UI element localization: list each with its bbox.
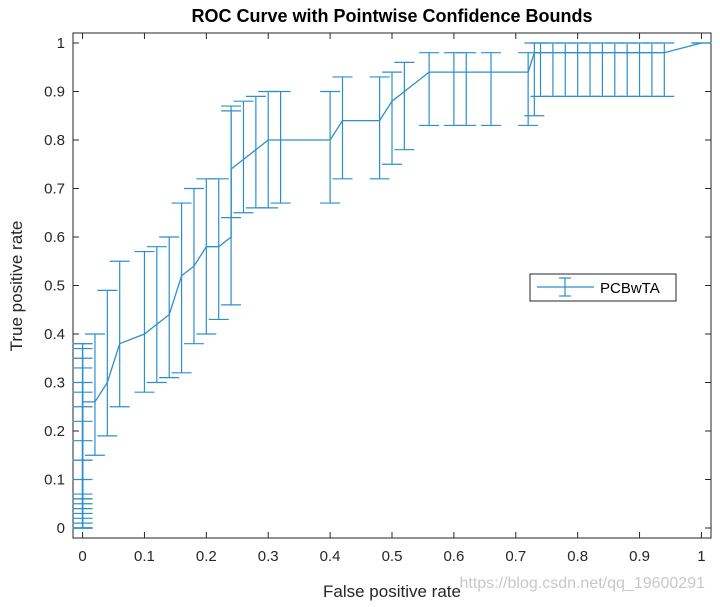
y-tick-label: 1	[57, 35, 65, 52]
y-tick-label: 0.3	[44, 375, 65, 392]
error-bar	[183, 187, 204, 345]
x-tick-label: 0.9	[629, 548, 650, 565]
x-tick-label: 0.2	[196, 548, 217, 565]
error-bar	[208, 178, 229, 321]
error-bar	[171, 202, 192, 374]
error-bar	[369, 76, 390, 180]
y-tick-label: 0.2	[44, 423, 65, 440]
error-bar	[72, 343, 93, 461]
x-tick-label: 0.3	[258, 548, 279, 565]
error-bar	[134, 250, 155, 393]
error-bar	[382, 71, 402, 165]
y-tick-label: 0	[57, 520, 65, 537]
error-bar	[654, 42, 675, 97]
error-bar	[270, 90, 291, 204]
error-bar	[146, 246, 167, 384]
legend: PCBwTA	[529, 273, 677, 302]
series-pcbwta	[72, 42, 712, 529]
x-axis-label: False positive rate	[323, 582, 461, 601]
legend-label-pcbwta: PCBwTA	[600, 280, 660, 297]
y-tick-label: 0.5	[44, 278, 65, 295]
error-bar	[159, 236, 180, 379]
y-tick-label: 0.1	[44, 472, 65, 489]
error-bar	[97, 289, 118, 437]
x-tick-label: 0.5	[382, 548, 403, 565]
y-tick-label: 0.4	[44, 326, 65, 343]
x-tick-label: 1	[697, 548, 705, 565]
error-bar	[109, 260, 130, 408]
error-bar	[320, 90, 341, 204]
legend-errorbar-symbol	[537, 277, 594, 297]
y-tick-label: 0.8	[44, 132, 65, 149]
y-axis-label: True positive rate	[7, 221, 26, 352]
y-tick-label: 0.6	[44, 229, 65, 246]
error-bar	[394, 61, 415, 151]
error-bar	[332, 76, 353, 180]
x-tick-label: 0.6	[443, 548, 464, 565]
error-bar	[233, 100, 254, 214]
error-bar	[419, 52, 440, 127]
error-bar	[84, 333, 105, 456]
watermark-text: https://blog.csdn.net/qq_19600291	[459, 575, 705, 592]
x-tick-label: 0.4	[320, 548, 341, 565]
x-tick-label: 0.8	[567, 548, 588, 565]
error-bar	[456, 52, 477, 127]
axis-ticks: 0 0.1 0.2 0.3 0.4 0.5 0.6 0.7 0.8 0.9 1 0 0.1 0.2 0.3 0…	[44, 33, 711, 565]
error-bar	[481, 52, 502, 127]
y-tick-label: 0.9	[44, 84, 65, 101]
x-tick-label: 0	[78, 548, 86, 565]
error-bar	[221, 105, 242, 219]
x-tick-label: 0.1	[134, 548, 155, 565]
y-tick-label: 0.7	[44, 181, 65, 198]
chart-title: ROC Curve with Pointwise Confidence Boun…	[191, 6, 592, 26]
x-tick-label: 0.7	[505, 548, 526, 565]
